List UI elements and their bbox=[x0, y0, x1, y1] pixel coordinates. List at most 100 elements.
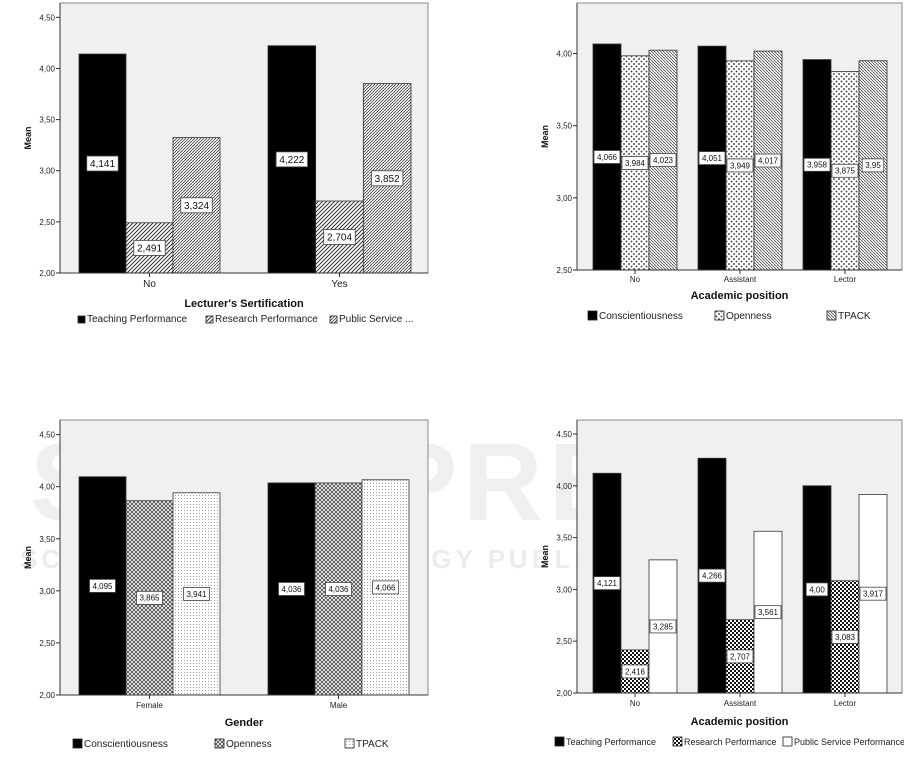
value-label: 3,949 bbox=[730, 161, 751, 170]
value-label: 4,036 bbox=[281, 585, 302, 594]
legend-swatch bbox=[672, 736, 683, 747]
legend-item: Public Service Performance bbox=[794, 737, 904, 747]
value-label: 4,017 bbox=[758, 156, 779, 165]
y-tick-label: 4,50 bbox=[556, 430, 572, 439]
bar-chart-2: 2,50 3,00 3,50 4,00 Mean 4,066 3,984 4,023 No 4,0… bbox=[540, 2, 903, 322]
y-tick-label: 3,00 bbox=[556, 194, 572, 203]
value-label-box bbox=[698, 151, 726, 165]
bar-chart-1: 2,00 2,50 3,00 3,50 4,00 4,50 Mean 4,141 2,491 3,… bbox=[23, 2, 429, 325]
x-axis-title: Academic position bbox=[691, 716, 789, 728]
x-axis-title: Academic position bbox=[691, 290, 789, 302]
value-label-box bbox=[698, 568, 726, 583]
y-axis-label: Mean bbox=[540, 125, 550, 148]
y-tick-label: 3,50 bbox=[556, 534, 572, 543]
y-tick-label: 2,50 bbox=[39, 218, 55, 227]
legend-item: Research Performance bbox=[684, 737, 777, 747]
legend-swatch bbox=[214, 738, 225, 749]
legend-item: Research Performance bbox=[215, 314, 318, 325]
legend-item: TPACK bbox=[356, 739, 389, 750]
legend-swatch bbox=[554, 736, 565, 747]
y-axis-label: Mean bbox=[540, 545, 550, 568]
x-tick-label: Lector bbox=[834, 699, 857, 708]
value-label: 2,704 bbox=[327, 233, 352, 244]
value-label-box bbox=[621, 664, 649, 679]
legend-item: Openness bbox=[726, 311, 772, 322]
legend-swatch bbox=[782, 736, 793, 747]
value-label-box bbox=[278, 582, 305, 596]
y-tick-label: 2,00 bbox=[39, 691, 55, 700]
y-tick-label: 4,50 bbox=[39, 13, 55, 22]
y-tick-label: 4,00 bbox=[556, 482, 572, 491]
value-label-box bbox=[861, 158, 885, 173]
value-label-box bbox=[805, 582, 829, 597]
value-label: 3,324 bbox=[184, 201, 209, 212]
y-tick-label: 2,00 bbox=[39, 269, 55, 278]
value-label-box bbox=[593, 576, 621, 591]
value-label-box bbox=[133, 239, 166, 256]
x-tick-label: Yes bbox=[331, 279, 347, 290]
legend-swatch bbox=[714, 310, 725, 321]
y-tick-label: 2,50 bbox=[556, 637, 572, 646]
value-label-box bbox=[831, 629, 859, 644]
value-label-box bbox=[275, 151, 308, 168]
value-label-box bbox=[726, 158, 754, 173]
bar-chart-3: 2,00 2,50 3,00 3,50 4,00 4,50 Mean 4,095 3,865 3,… bbox=[23, 419, 429, 750]
value-label: 4,066 bbox=[597, 153, 618, 162]
y-tick-label: 3,50 bbox=[39, 116, 55, 125]
value-label: 3,083 bbox=[835, 633, 856, 642]
value-label-box bbox=[323, 229, 356, 245]
x-tick-label: No bbox=[630, 275, 641, 284]
value-label: 3,941 bbox=[186, 590, 207, 599]
value-label: 4,051 bbox=[702, 154, 723, 163]
value-label: 3,875 bbox=[835, 167, 856, 176]
legend-swatch bbox=[77, 315, 86, 324]
value-label-box bbox=[372, 580, 399, 595]
legend-swatch bbox=[329, 315, 338, 324]
value-label: 3,984 bbox=[625, 159, 646, 168]
value-label: 2,707 bbox=[730, 652, 751, 661]
y-tick-label: 4,00 bbox=[39, 64, 55, 73]
legend-item: TPACK bbox=[838, 311, 871, 322]
value-label: 3,958 bbox=[807, 161, 828, 170]
value-label: 2,416 bbox=[625, 667, 646, 676]
value-label: 4,023 bbox=[653, 156, 674, 165]
value-label: 3,865 bbox=[139, 594, 160, 603]
value-label: 3,95 bbox=[865, 161, 881, 170]
value-label: 4,141 bbox=[90, 159, 115, 170]
value-label-box bbox=[649, 619, 677, 634]
legend-swatch bbox=[205, 315, 214, 324]
value-label-box bbox=[621, 156, 649, 170]
y-axis-label: Mean bbox=[23, 546, 33, 569]
value-label: 4,066 bbox=[375, 583, 396, 592]
x-axis-title: Lecturer's Sertification bbox=[184, 298, 304, 310]
legend-item: Openness bbox=[226, 739, 272, 750]
y-tick-label: 4,00 bbox=[39, 483, 55, 492]
legend-swatch bbox=[72, 738, 83, 749]
y-tick-label: 3,00 bbox=[39, 167, 55, 176]
value-label-box bbox=[754, 605, 782, 620]
value-label: 4,036 bbox=[328, 585, 349, 594]
value-label-box bbox=[593, 150, 621, 164]
value-label: 3,285 bbox=[653, 622, 674, 631]
y-tick-label: 4,50 bbox=[39, 431, 55, 440]
y-tick-label: 3,00 bbox=[556, 585, 572, 594]
value-label-box bbox=[136, 590, 163, 605]
x-tick-label: Lector bbox=[834, 275, 857, 284]
x-tick-label: No bbox=[630, 699, 641, 708]
x-tick-label: Assistant bbox=[724, 699, 757, 708]
value-label: 3,852 bbox=[375, 174, 400, 185]
y-tick-label: 3,50 bbox=[39, 535, 55, 544]
x-tick-label: Assistant bbox=[724, 275, 757, 284]
y-tick-label: 3,50 bbox=[556, 122, 572, 131]
value-label: 4,266 bbox=[702, 571, 723, 580]
value-label: 3,917 bbox=[863, 590, 884, 599]
y-axis-label: Mean bbox=[23, 126, 33, 149]
value-label: 2,491 bbox=[137, 243, 162, 254]
value-label-box bbox=[180, 197, 213, 214]
legend-item: Conscientiousness bbox=[84, 739, 168, 750]
value-label-box bbox=[86, 155, 119, 172]
x-tick-label: No bbox=[143, 279, 156, 290]
value-label-box bbox=[726, 649, 754, 664]
value-label-box bbox=[89, 578, 116, 593]
